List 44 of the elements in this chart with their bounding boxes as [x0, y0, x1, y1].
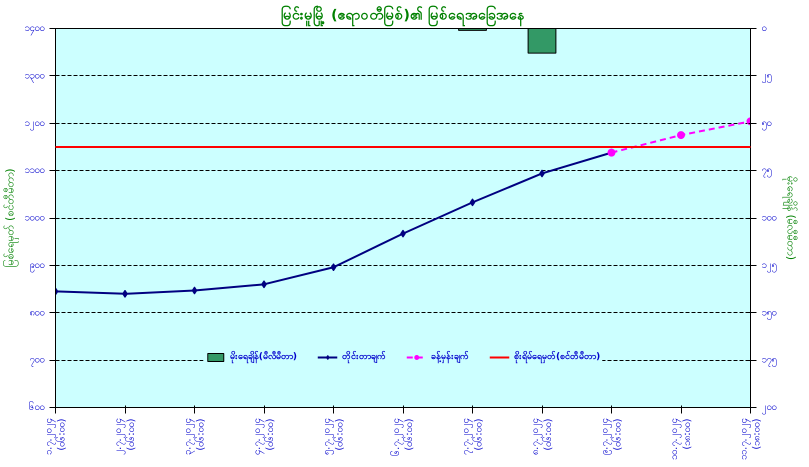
point [261, 280, 267, 288]
y-tick-label: ၁၂၀၀ [24, 118, 44, 131]
y-axis-title: မြစ်ရေမှတ် (စင်တီမီတာ) [2, 168, 18, 268]
y2-tick-label: ၂၀၀ [762, 402, 776, 415]
y-tick-label: ၁၁၀၀ [24, 165, 44, 176]
y-tick-label: ၁၃၀၀ [24, 70, 44, 84]
y2-axis-title: မိုးရေချိန် (မီလီမီတာ) [782, 176, 798, 260]
y2-tick-label: ၀ [762, 23, 766, 34]
y2-tick-label: ၇၅ [762, 165, 772, 178]
legend-label: မိုးရေချိန်(မီလီမီတာ) [230, 350, 297, 363]
y2-tick-label: ၅၀ [762, 118, 772, 131]
legend-label: တိုင်းတာချက် [342, 350, 386, 363]
x-tick-label: ၉.၇.၂၀၂၄ (၀၆:၀၀) [599, 418, 624, 455]
y2-tick-label: ၁၀၀ [762, 212, 776, 224]
y2-tick-label: ၁၇၅ [762, 354, 776, 368]
y-tick-label: ၉၀၀ [30, 260, 44, 273]
point [677, 131, 685, 140]
legend-label: စိုးရိမ်ရေမှတ်(စင်တီမီတာ) [514, 350, 600, 363]
y2-tick-label: ၁၂၅ [762, 260, 776, 273]
x-tick-label: ၂.၇.၂၀၂၄ (၀၆:၀၀) [112, 418, 138, 455]
x-tick-label: ၁၀.၇.၂၀၂၄ (၁၈:၀၀) [668, 418, 694, 460]
x-tick-label: ၁.၇.၂၀၂၄ (၀၆:၀၀) [43, 418, 68, 455]
x-tick-label: ၁၁.၇.၂၀၂၄ (၁၈:၀၀) [738, 418, 763, 460]
point [400, 230, 406, 238]
y-tick-label: ၁၄၀၀ [24, 23, 44, 36]
point [122, 290, 128, 298]
chart-title: မြင်းမူမြို့ (ဧရာဝတီမြစ်)၏ မြစ်ရေအခြေအနေ [281, 6, 525, 26]
y-tick-label: ၁၀၀၀ [24, 212, 44, 224]
x-tick-label: ၇.၇.၂၀၂၄ (၀၆:၀၀) [460, 418, 485, 455]
legend-label: ခန့်မှန်းချက် [431, 350, 469, 363]
x-tick-label: ၈.၇.၂၀၂၄ (၀၆:၀၀) [530, 418, 554, 455]
y2-tick-label: ၂၅ [762, 70, 772, 84]
point [539, 169, 545, 178]
x-tick-label: ၄.၇.၂၀၂၄ (၀၆:၀၀) [252, 418, 276, 455]
y-tick-label: ၇၀၀ [30, 354, 44, 368]
x-tick-label: ၆.၇.၂၀၂၄ (၀၆:၀၀) [388, 418, 416, 456]
x-tick-label: ၅.၇.၂၀၂၄ (၀၆:၀၀) [321, 418, 346, 455]
y-tick-label: ၈၀၀ [30, 307, 44, 318]
point [330, 263, 336, 272]
point [192, 286, 198, 294]
y-tick-label: ၆၀၀ [28, 400, 44, 413]
point [470, 198, 476, 206]
y2-tick-label: ၁၅၀ [762, 307, 776, 320]
x-tick-label: ၃.၇.၂၀၂၄ (၀၆:၀၀) [182, 418, 207, 455]
